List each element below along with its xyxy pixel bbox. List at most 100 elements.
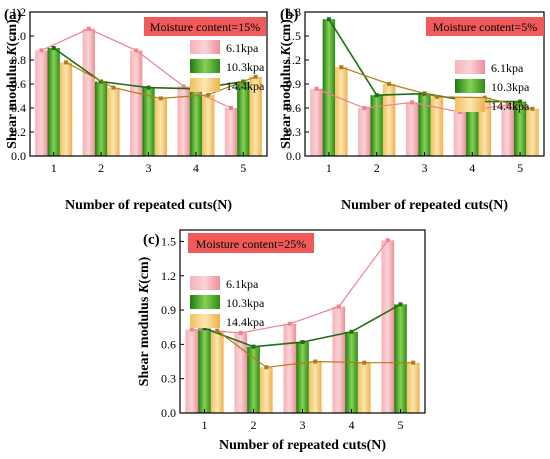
bar bbox=[406, 362, 420, 413]
bar bbox=[513, 101, 527, 156]
data-point bbox=[181, 84, 186, 89]
bar bbox=[283, 323, 297, 413]
bar bbox=[296, 342, 309, 413]
x-axis-label: Number of repeated cuts(N) bbox=[341, 198, 508, 213]
legend-swatch bbox=[190, 59, 220, 73]
y-axis-label: Shear modulus K(cm) bbox=[137, 256, 152, 386]
bar bbox=[177, 86, 190, 156]
x-tick-label: 2 bbox=[98, 161, 104, 175]
bar bbox=[358, 108, 371, 156]
data-point bbox=[251, 344, 256, 349]
data-point bbox=[385, 238, 390, 243]
y-tick-label: 0.3 bbox=[286, 125, 301, 139]
chart-panel-2: 0.0 0.3 0.6 0.9 1.2 1.5 1.8 1 2 3 4 5 Number of repe… bbox=[279, 5, 545, 213]
y-tick-label: 0.9 bbox=[286, 77, 301, 91]
moisture-badge bbox=[188, 233, 314, 253]
bar bbox=[59, 62, 73, 156]
data-point bbox=[530, 106, 535, 111]
bar bbox=[526, 108, 539, 156]
legend-label: 14.4kpa bbox=[226, 79, 265, 93]
bar bbox=[130, 50, 143, 156]
y-tick-label: 0.6 bbox=[286, 101, 301, 115]
bar bbox=[202, 94, 215, 156]
y-tick-label: 1.5 bbox=[286, 29, 301, 43]
bar bbox=[466, 101, 479, 156]
data-point bbox=[111, 85, 116, 90]
bar bbox=[370, 95, 383, 156]
data-point bbox=[374, 93, 379, 98]
data-point bbox=[51, 46, 56, 50]
x-tick-label: 5 bbox=[517, 161, 523, 175]
x-tick-label: 5 bbox=[240, 161, 246, 175]
bar bbox=[185, 329, 199, 413]
data-point bbox=[238, 330, 243, 335]
y-tick-label: 0.0 bbox=[11, 149, 26, 163]
panel-label: (b) bbox=[280, 7, 298, 23]
data-point bbox=[86, 26, 91, 31]
data-point bbox=[264, 365, 269, 370]
chart-panel-3: 0.0 0.3 0.6 0.9 1.2 1.5 1 2 3 4 5 Number of repeate… bbox=[137, 229, 426, 453]
y-tick-label: 1.2 bbox=[11, 5, 26, 19]
y-tick-label: 0.0 bbox=[286, 149, 301, 163]
bar bbox=[224, 108, 238, 156]
data-point bbox=[336, 304, 341, 309]
x-tick-label: 4 bbox=[349, 418, 355, 432]
bar bbox=[47, 48, 60, 156]
bar bbox=[418, 93, 431, 156]
data-point bbox=[300, 340, 305, 345]
legend-swatch bbox=[455, 60, 485, 74]
legend-label: 10.3kpa bbox=[226, 60, 265, 74]
bar bbox=[453, 112, 467, 156]
data-point bbox=[518, 99, 523, 104]
y-tick-label: 1.2 bbox=[161, 269, 176, 283]
data-point bbox=[434, 94, 439, 99]
y-tick-label: 1.8 bbox=[286, 5, 301, 19]
legend-swatch bbox=[190, 40, 220, 54]
data-point bbox=[326, 17, 331, 22]
data-point bbox=[387, 82, 392, 86]
y-tick-label: 1.5 bbox=[161, 234, 176, 248]
legend-label: 10.3kpa bbox=[491, 80, 530, 94]
bar bbox=[405, 102, 419, 156]
bar bbox=[210, 330, 224, 413]
x-tick-label: 4 bbox=[193, 161, 199, 175]
data-point bbox=[410, 100, 415, 105]
bar bbox=[237, 81, 250, 156]
data-point bbox=[314, 86, 319, 91]
moisture-badge bbox=[426, 17, 544, 36]
bar bbox=[382, 84, 396, 156]
data-point bbox=[398, 302, 403, 307]
bar bbox=[259, 367, 273, 413]
x-tick-label: 1 bbox=[326, 161, 332, 175]
y-axis-label: Shear modulus K(cm) bbox=[279, 19, 294, 149]
x-tick-label: 1 bbox=[202, 418, 208, 432]
bar bbox=[94, 81, 108, 156]
data-point bbox=[39, 48, 44, 53]
y-tick-label: 0.6 bbox=[161, 337, 176, 351]
panel-label: (c) bbox=[143, 232, 160, 248]
bar bbox=[142, 87, 155, 156]
panel-label: (a) bbox=[4, 7, 22, 23]
bar bbox=[198, 328, 211, 413]
bar bbox=[381, 240, 395, 413]
data-point bbox=[146, 85, 151, 90]
bar bbox=[345, 331, 358, 413]
legend-label: 6.1kpa bbox=[226, 277, 259, 291]
y-axis-label: Shear modulus K(cm) bbox=[5, 19, 20, 149]
data-point bbox=[313, 359, 318, 364]
bar bbox=[249, 76, 262, 156]
data-point bbox=[228, 106, 233, 110]
x-axis-label: Number of repeated cuts(N) bbox=[219, 438, 386, 453]
bar bbox=[107, 87, 120, 156]
data-point bbox=[134, 48, 139, 53]
x-axis-label: Number of repeated cuts(N) bbox=[65, 198, 232, 213]
moisture-badge bbox=[144, 17, 266, 36]
data-point bbox=[206, 92, 211, 97]
x-tick-label: 5 bbox=[398, 418, 404, 432]
bar bbox=[308, 361, 322, 413]
legend-label: 6.1kpa bbox=[491, 61, 524, 75]
data-point bbox=[362, 360, 367, 365]
data-point bbox=[158, 96, 163, 101]
legend-label: 14.4kpa bbox=[491, 99, 530, 113]
